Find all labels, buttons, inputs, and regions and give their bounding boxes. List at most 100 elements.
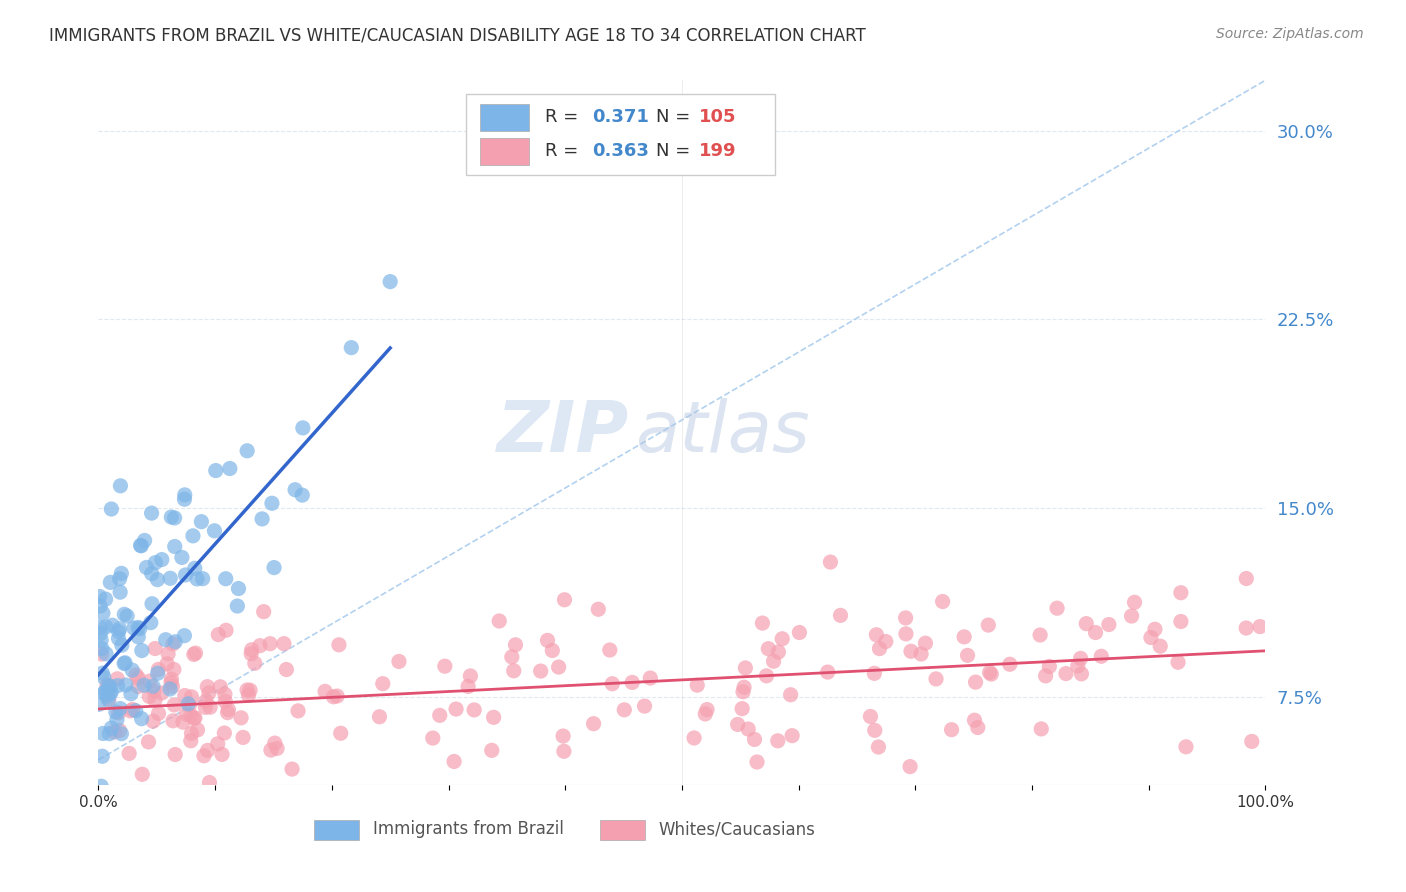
Point bbox=[94, 647, 117, 661]
Point bbox=[551, 729, 574, 743]
FancyBboxPatch shape bbox=[465, 95, 775, 176]
Point bbox=[118, 747, 141, 761]
Point bbox=[89, 599, 111, 613]
Point bbox=[530, 664, 553, 678]
Point bbox=[429, 708, 451, 723]
Point bbox=[762, 654, 785, 668]
Point bbox=[779, 688, 801, 702]
Point bbox=[180, 708, 202, 723]
Point bbox=[226, 599, 249, 613]
Point bbox=[621, 675, 644, 690]
Point bbox=[322, 690, 344, 704]
Point bbox=[1054, 666, 1077, 681]
Point bbox=[138, 690, 160, 704]
Point bbox=[94, 592, 117, 607]
Point bbox=[789, 625, 811, 640]
Point bbox=[112, 657, 135, 671]
Point bbox=[122, 621, 145, 635]
Point bbox=[115, 609, 138, 624]
Point bbox=[207, 627, 229, 641]
Point bbox=[457, 680, 479, 694]
Point bbox=[121, 663, 143, 677]
Point bbox=[599, 643, 621, 657]
Point bbox=[640, 671, 662, 685]
Point bbox=[900, 644, 922, 658]
Point bbox=[127, 680, 149, 694]
Point bbox=[111, 638, 134, 652]
Point bbox=[1175, 739, 1198, 754]
Point bbox=[128, 622, 150, 636]
Point bbox=[90, 647, 112, 661]
Point bbox=[131, 712, 153, 726]
Point bbox=[143, 641, 166, 656]
Point bbox=[194, 700, 217, 714]
Point bbox=[159, 571, 181, 585]
Point bbox=[482, 710, 505, 724]
Text: R =: R = bbox=[546, 143, 579, 161]
Point bbox=[600, 677, 623, 691]
Point bbox=[1121, 609, 1143, 624]
Point bbox=[180, 726, 202, 740]
Point bbox=[236, 443, 259, 458]
Point bbox=[139, 615, 162, 630]
Point bbox=[284, 483, 307, 497]
Point bbox=[444, 702, 467, 716]
Point bbox=[110, 566, 132, 581]
Point bbox=[633, 699, 655, 714]
Text: N =: N = bbox=[657, 143, 690, 161]
Text: 199: 199 bbox=[699, 143, 737, 161]
Point bbox=[139, 674, 162, 689]
Point bbox=[910, 647, 932, 661]
Point bbox=[756, 641, 779, 656]
Point bbox=[1038, 659, 1060, 673]
Point bbox=[368, 710, 391, 724]
Point bbox=[173, 492, 195, 507]
Point bbox=[163, 698, 186, 712]
Text: N =: N = bbox=[657, 108, 690, 126]
Point bbox=[433, 659, 456, 673]
Point bbox=[107, 632, 129, 646]
Point bbox=[744, 732, 766, 747]
Point bbox=[737, 722, 759, 736]
Point bbox=[239, 683, 262, 698]
Point bbox=[1123, 595, 1146, 609]
Point bbox=[463, 703, 485, 717]
Point bbox=[145, 556, 167, 570]
Point bbox=[89, 590, 111, 604]
Point bbox=[1240, 734, 1263, 748]
Point bbox=[94, 620, 117, 634]
Point bbox=[388, 655, 411, 669]
Point bbox=[96, 689, 118, 703]
Point bbox=[195, 680, 218, 694]
Point bbox=[422, 731, 444, 745]
Point bbox=[582, 716, 605, 731]
Point bbox=[214, 687, 236, 701]
Point bbox=[291, 421, 314, 435]
Text: Immigrants from Brazil: Immigrants from Brazil bbox=[373, 821, 564, 838]
Point bbox=[148, 662, 170, 676]
Point bbox=[745, 755, 768, 769]
Point bbox=[731, 685, 754, 699]
Point bbox=[966, 721, 988, 735]
Point bbox=[768, 645, 790, 659]
Point bbox=[868, 739, 890, 754]
Point bbox=[686, 678, 709, 692]
Point bbox=[157, 647, 180, 661]
Point bbox=[172, 715, 194, 730]
Point bbox=[1031, 722, 1053, 736]
Point bbox=[170, 550, 193, 565]
Point bbox=[173, 689, 195, 703]
Point bbox=[105, 713, 128, 727]
Point bbox=[127, 620, 149, 634]
Point bbox=[193, 748, 215, 763]
Point bbox=[830, 608, 852, 623]
Text: 105: 105 bbox=[699, 108, 737, 126]
Point bbox=[232, 731, 254, 745]
Point bbox=[863, 666, 886, 681]
Text: 0.363: 0.363 bbox=[592, 143, 650, 161]
Point bbox=[747, 791, 769, 805]
Point bbox=[505, 638, 527, 652]
Point bbox=[695, 706, 717, 721]
Point bbox=[194, 694, 217, 708]
Point bbox=[190, 515, 212, 529]
